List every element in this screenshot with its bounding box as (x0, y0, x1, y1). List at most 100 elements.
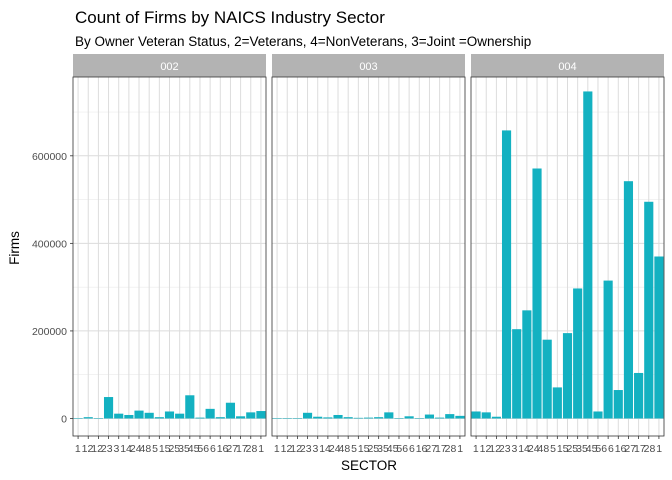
facet-strip (471, 54, 664, 77)
bar-21 (481, 412, 491, 419)
bar-81 (455, 415, 465, 419)
bar-72 (644, 201, 654, 419)
bar-55 (394, 418, 404, 419)
bar-62 (623, 181, 634, 419)
x-tick-label: 23 (300, 443, 312, 455)
bar-22 (292, 418, 302, 419)
x-tick-label: 12 (91, 443, 103, 455)
bar-54 (384, 412, 394, 419)
y-tick-label: 200000 (32, 326, 67, 338)
x-tick-label: 17 (435, 443, 447, 455)
bar-53 (175, 413, 185, 419)
bar-42 (124, 414, 134, 419)
x-tick-label: 24 (528, 443, 540, 455)
y-axis: 0 200000 400000 600000 (32, 151, 73, 425)
x-tick-label: 16 (217, 443, 229, 455)
x-tick-label: 24 (329, 443, 341, 455)
x-tick-label: 5 (351, 443, 357, 455)
bar-61 (613, 390, 623, 419)
x-tick-label: 27 (425, 443, 437, 455)
x-tick-label: 17 (236, 443, 248, 455)
bar-56 (404, 416, 414, 419)
bar-61 (215, 417, 225, 419)
bar-31 (512, 329, 522, 419)
bar-44 (134, 410, 144, 419)
y-axis-title: Firms (7, 231, 22, 265)
facet-strip-label: 003 (359, 61, 377, 73)
x-tick-label: 17 (634, 443, 646, 455)
facet-strip-label: 002 (160, 61, 178, 73)
x-tick-label: 1 (75, 443, 81, 455)
bar-23 (302, 412, 313, 419)
bar-54 (583, 91, 593, 419)
x-tick-label: 6 (210, 443, 216, 455)
bar-71 (435, 417, 445, 419)
bar-51 (353, 417, 363, 419)
x-tick-label: 56 (396, 443, 408, 455)
x-tick-label: 35 (178, 443, 190, 455)
x-tick-label: 3 (313, 443, 319, 455)
x-axis-title: SECTOR (341, 458, 397, 473)
x-tick-label: 1 (274, 443, 280, 455)
x-tick-label: 1 (656, 443, 662, 455)
bar-62 (424, 414, 435, 419)
bar-23 (501, 130, 512, 419)
y-tick-label: 0 (61, 413, 67, 425)
x-tick-label: 1 (457, 443, 463, 455)
bar-72 (246, 412, 256, 419)
y-tick-label: 400000 (32, 238, 67, 250)
bar-56 (205, 408, 215, 419)
bar-22 (491, 416, 501, 419)
bar-11 (471, 411, 481, 419)
bar-56 (603, 280, 613, 419)
bar-11 (272, 418, 282, 419)
bar-81 (256, 411, 266, 419)
chart-title: Count of Firms by NAICS Industry Sector (75, 8, 385, 27)
x-tick-label: 1 (473, 443, 479, 455)
x-tick-label: 12 (82, 443, 94, 455)
x-tick-label: 12 (281, 443, 293, 455)
bar-52 (562, 333, 573, 419)
x-tick-label: 45 (586, 443, 598, 455)
x-tick-label: 48 (140, 443, 152, 455)
bar-31 (114, 413, 124, 419)
x-tick-label: 24 (130, 443, 142, 455)
x-tick-label: 15 (358, 443, 370, 455)
x-tick-label: 12 (489, 443, 501, 455)
x-tick-label: 23 (499, 443, 511, 455)
x-tick-label: 28 (445, 443, 457, 455)
x-tick-label: 48 (339, 443, 351, 455)
bar-62 (225, 402, 236, 419)
bar-81 (654, 256, 664, 419)
bar-71 (634, 372, 644, 419)
x-tick-label: 14 (120, 443, 132, 455)
x-tick-label: 23 (101, 443, 113, 455)
bar-71 (236, 416, 246, 419)
x-tick-label: 25 (168, 443, 180, 455)
x-tick-label: 28 (644, 443, 656, 455)
x-tick-label: 28 (246, 443, 258, 455)
bar-51 (552, 387, 562, 419)
bar-48 (343, 417, 353, 419)
bar-21 (282, 418, 292, 419)
x-tick-label: 56 (197, 443, 209, 455)
x-tick-label: 27 (226, 443, 238, 455)
x-tick-label: 27 (624, 443, 636, 455)
bar-52 (363, 417, 374, 419)
x-tick-label: 45 (387, 443, 399, 455)
x-tick-label: 16 (615, 443, 627, 455)
bar-42 (522, 310, 532, 419)
x-tick-label: 14 (518, 443, 530, 455)
x-tick-label: 48 (538, 443, 550, 455)
bar-55 (195, 417, 205, 419)
facet-strip (272, 54, 465, 77)
bar-31 (313, 416, 323, 419)
bar-61 (414, 418, 424, 419)
bar-48 (542, 339, 552, 419)
bar-42 (323, 417, 333, 419)
x-tick-label: 56 (595, 443, 607, 455)
